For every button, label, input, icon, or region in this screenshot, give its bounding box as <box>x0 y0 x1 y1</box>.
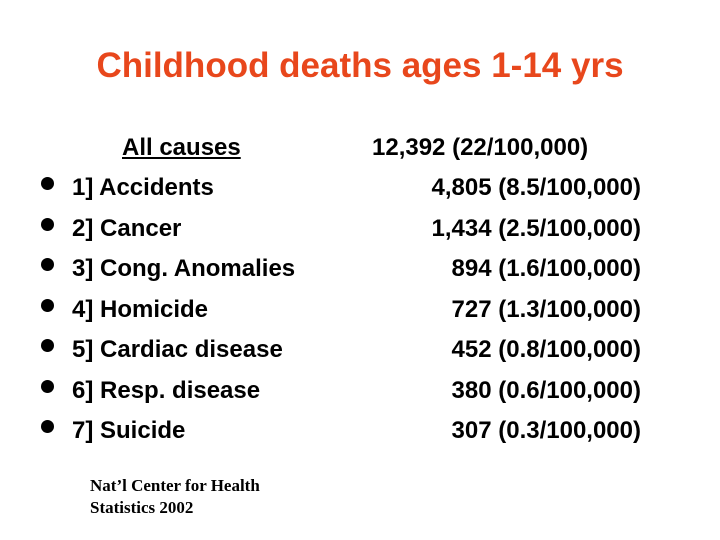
source-line-2: Statistics 2002 <box>90 498 194 517</box>
causes-list: 1] Accidents 4,805 (8.5/100,000) 2] Canc… <box>0 173 720 457</box>
source-citation: Nat’l Center for Health Statistics 2002 <box>90 475 260 519</box>
list-item: 7] Suicide 307 (0.3/100,000) <box>0 416 720 457</box>
bullet-dot-icon <box>41 339 54 352</box>
cause-value: 4,805 (8.5/100,000) <box>431 174 642 201</box>
list-item: 6] Resp. disease 380 (0.6/100,000) <box>0 376 720 417</box>
bullet-dot-icon <box>41 420 54 433</box>
source-line-1: Nat’l Center for Health <box>90 476 260 495</box>
list-item: 1] Accidents 4,805 (8.5/100,000) <box>0 173 720 214</box>
bullet-dot-icon <box>41 217 54 231</box>
cause-label: 6] Resp. disease <box>72 376 261 404</box>
cause-label: 2] Cancer <box>72 214 182 242</box>
cause-value: 727 (1.3/100,000) <box>451 295 641 323</box>
slide-title: Childhood deaths ages 1-14 yrs <box>96 46 624 85</box>
bullet-dot-icon <box>41 177 54 190</box>
cause-label: 4] Homicide <box>72 295 209 323</box>
cause-label: 7] Suicide <box>72 417 186 444</box>
cause-value: 380 (0.6/100,000) <box>451 376 641 404</box>
bullet-dot-icon <box>41 298 54 312</box>
cause-value: 894 (1.6/100,000) <box>451 255 641 282</box>
list-item: 2] Cancer 1,434 (2.5/100,000) <box>0 214 720 255</box>
cause-label: 1] Accidents <box>72 174 214 201</box>
cause-value: 307 (0.3/100,000) <box>451 417 641 444</box>
bullet-dot-icon <box>41 379 54 393</box>
cause-label: 3] Cong. Anomalies <box>72 255 296 282</box>
list-item: 5] Cardiac disease 452 (0.8/100,000) <box>0 335 720 376</box>
all-causes-value: 12,392 (22/100,000) <box>372 134 589 161</box>
cause-value: 1,434 (2.5/100,000) <box>431 214 642 242</box>
all-causes-label: All causes <box>122 134 241 161</box>
list-item: 4] Homicide 727 (1.3/100,000) <box>0 295 720 336</box>
cause-value: 452 (0.8/100,000) <box>451 336 641 363</box>
bullet-dot-icon <box>41 258 54 271</box>
list-item: 3] Cong. Anomalies 894 (1.6/100,000) <box>0 254 720 295</box>
cause-label: 5] Cardiac disease <box>72 336 283 363</box>
